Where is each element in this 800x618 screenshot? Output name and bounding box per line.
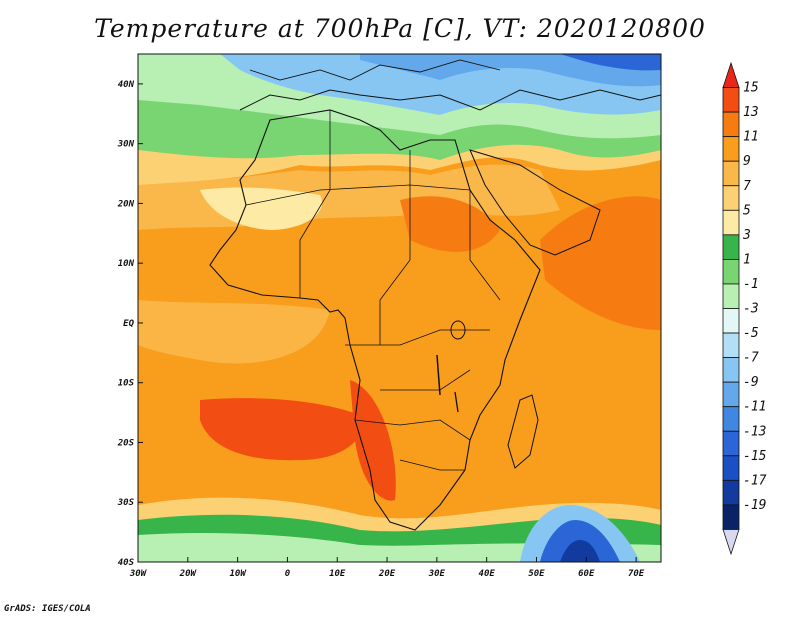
colorbar-label: 11: [743, 130, 759, 145]
credit-text: GrADS: IGES/COLA: [4, 604, 91, 614]
europe-coastline: [239, 89, 661, 111]
lon-tick-label: 20E: [378, 569, 396, 579]
colorbar-segment: [722, 258, 740, 285]
lon-tick-label: 30E: [428, 569, 446, 579]
lon-tick-label: 30W: [129, 569, 148, 579]
lon-tick-label: 10W: [229, 569, 247, 579]
colorbar-segment: [722, 111, 740, 138]
lat-tick-label: 20N: [117, 199, 135, 209]
country-border: [379, 150, 411, 345]
colorbar-segment: [722, 234, 740, 260]
colorbar-label: -15: [743, 449, 767, 464]
lon-tick-label: 0: [285, 569, 291, 579]
field-band-7-atlantic: [138, 300, 330, 364]
colorbar-segment: [722, 160, 740, 187]
colorbar-label: 3: [742, 228, 751, 243]
temperature-field: [138, 54, 661, 562]
colorbar-segment: [722, 406, 740, 432]
lat-tick-label: 40S: [118, 558, 135, 568]
colorbar-bottom-triangle: [722, 529, 740, 556]
field-patch-13-namib: [350, 380, 396, 501]
country-border: [399, 459, 465, 471]
madagascar-coastline: [507, 394, 539, 469]
arabia-coastline: [469, 149, 601, 256]
country-border: [245, 184, 471, 206]
field-band-minus15: [560, 54, 661, 71]
field-patch-13-atlantic: [200, 398, 362, 461]
field-patch-11-north: [400, 196, 500, 252]
colorbar-label: 15: [743, 81, 759, 96]
colorbar-label: -9: [743, 375, 759, 390]
lat-tick-label: 10S: [118, 379, 135, 389]
colorbar-segment: [722, 185, 740, 211]
latitude-ticks: 40N 30N 20N 10N EQ 10S 20S 30S 40S: [117, 80, 143, 568]
colorbar-segment: [722, 209, 740, 236]
lon-tick-label: 40E: [479, 569, 496, 579]
lon-tick-label: 60E: [578, 569, 595, 579]
colorbar-label: 5: [743, 203, 751, 218]
colorbar: 15 13 11 9 7 5 3 1 -1 -3 -5 -7 -9 -11 -13 -15 -17 -19: [722, 61, 767, 556]
lon-tick-label: 50E: [528, 569, 545, 579]
colorbar-label: -7: [743, 351, 759, 366]
country-border: [299, 110, 331, 298]
lat-tick-label: 30N: [117, 140, 135, 150]
colorbar-segment: [722, 455, 740, 481]
colorbar-label: 1: [743, 252, 751, 267]
colorbar-segment: [722, 283, 740, 309]
colorbar-label: -5: [743, 326, 759, 341]
field-band-minus19-south: [560, 540, 600, 562]
field-band-minus9: [360, 54, 661, 87]
colorbar-label: 13: [743, 105, 759, 120]
colorbar-label: -19: [743, 498, 766, 513]
field-patch-11-arabian: [540, 196, 661, 330]
map-frame: [137, 53, 662, 563]
country-border: [354, 419, 471, 441]
colorbar-label: -1: [743, 277, 759, 292]
colorbar-segment: [722, 357, 740, 383]
colorbar-label: 7: [743, 179, 751, 194]
colorbar-segment: [722, 504, 740, 530]
lat-tick-label: 30S: [117, 498, 135, 508]
colorbar-segment: [722, 332, 740, 358]
europe-border: [249, 59, 501, 81]
chart-title: Temperature at 700hPa [C], VT: 202012080…: [94, 14, 706, 43]
colorbar-label: 9: [743, 154, 751, 169]
colorbar-label: -17: [743, 473, 767, 488]
longitude-ticks: 30W 20W 10W 0 10E 20E 30E 40E 50E 60E 70E: [129, 557, 645, 579]
colorbar-top-triangle: [722, 61, 740, 88]
lon-tick-label: 70E: [628, 569, 645, 579]
lake-victoria: [450, 320, 466, 340]
country-border: [469, 190, 501, 301]
lat-tick-label: 10N: [118, 259, 135, 269]
colorbar-segment: [722, 136, 740, 162]
lat-tick-label: 20S: [117, 438, 135, 448]
lon-tick-label: 10E: [329, 569, 346, 579]
colorbar-segment: [722, 308, 740, 334]
africa-coastline: [209, 109, 541, 531]
lake-malawi: [454, 391, 459, 413]
lat-tick-label: 40N: [118, 80, 135, 90]
colorbar-segment: [722, 479, 740, 506]
lon-tick-label: 20W: [179, 569, 198, 579]
colorbar-segment: [722, 87, 740, 113]
lat-tick-label: EQ: [123, 319, 134, 329]
lake-tanganyika: [436, 354, 441, 396]
colorbar-segment: [722, 430, 740, 457]
colorbar-segment: [722, 381, 740, 408]
field-patch-3: [200, 187, 322, 230]
colorbar-label: -3: [743, 302, 759, 317]
colorbar-label: -11: [743, 400, 766, 415]
colorbar-label: -13: [743, 424, 766, 439]
